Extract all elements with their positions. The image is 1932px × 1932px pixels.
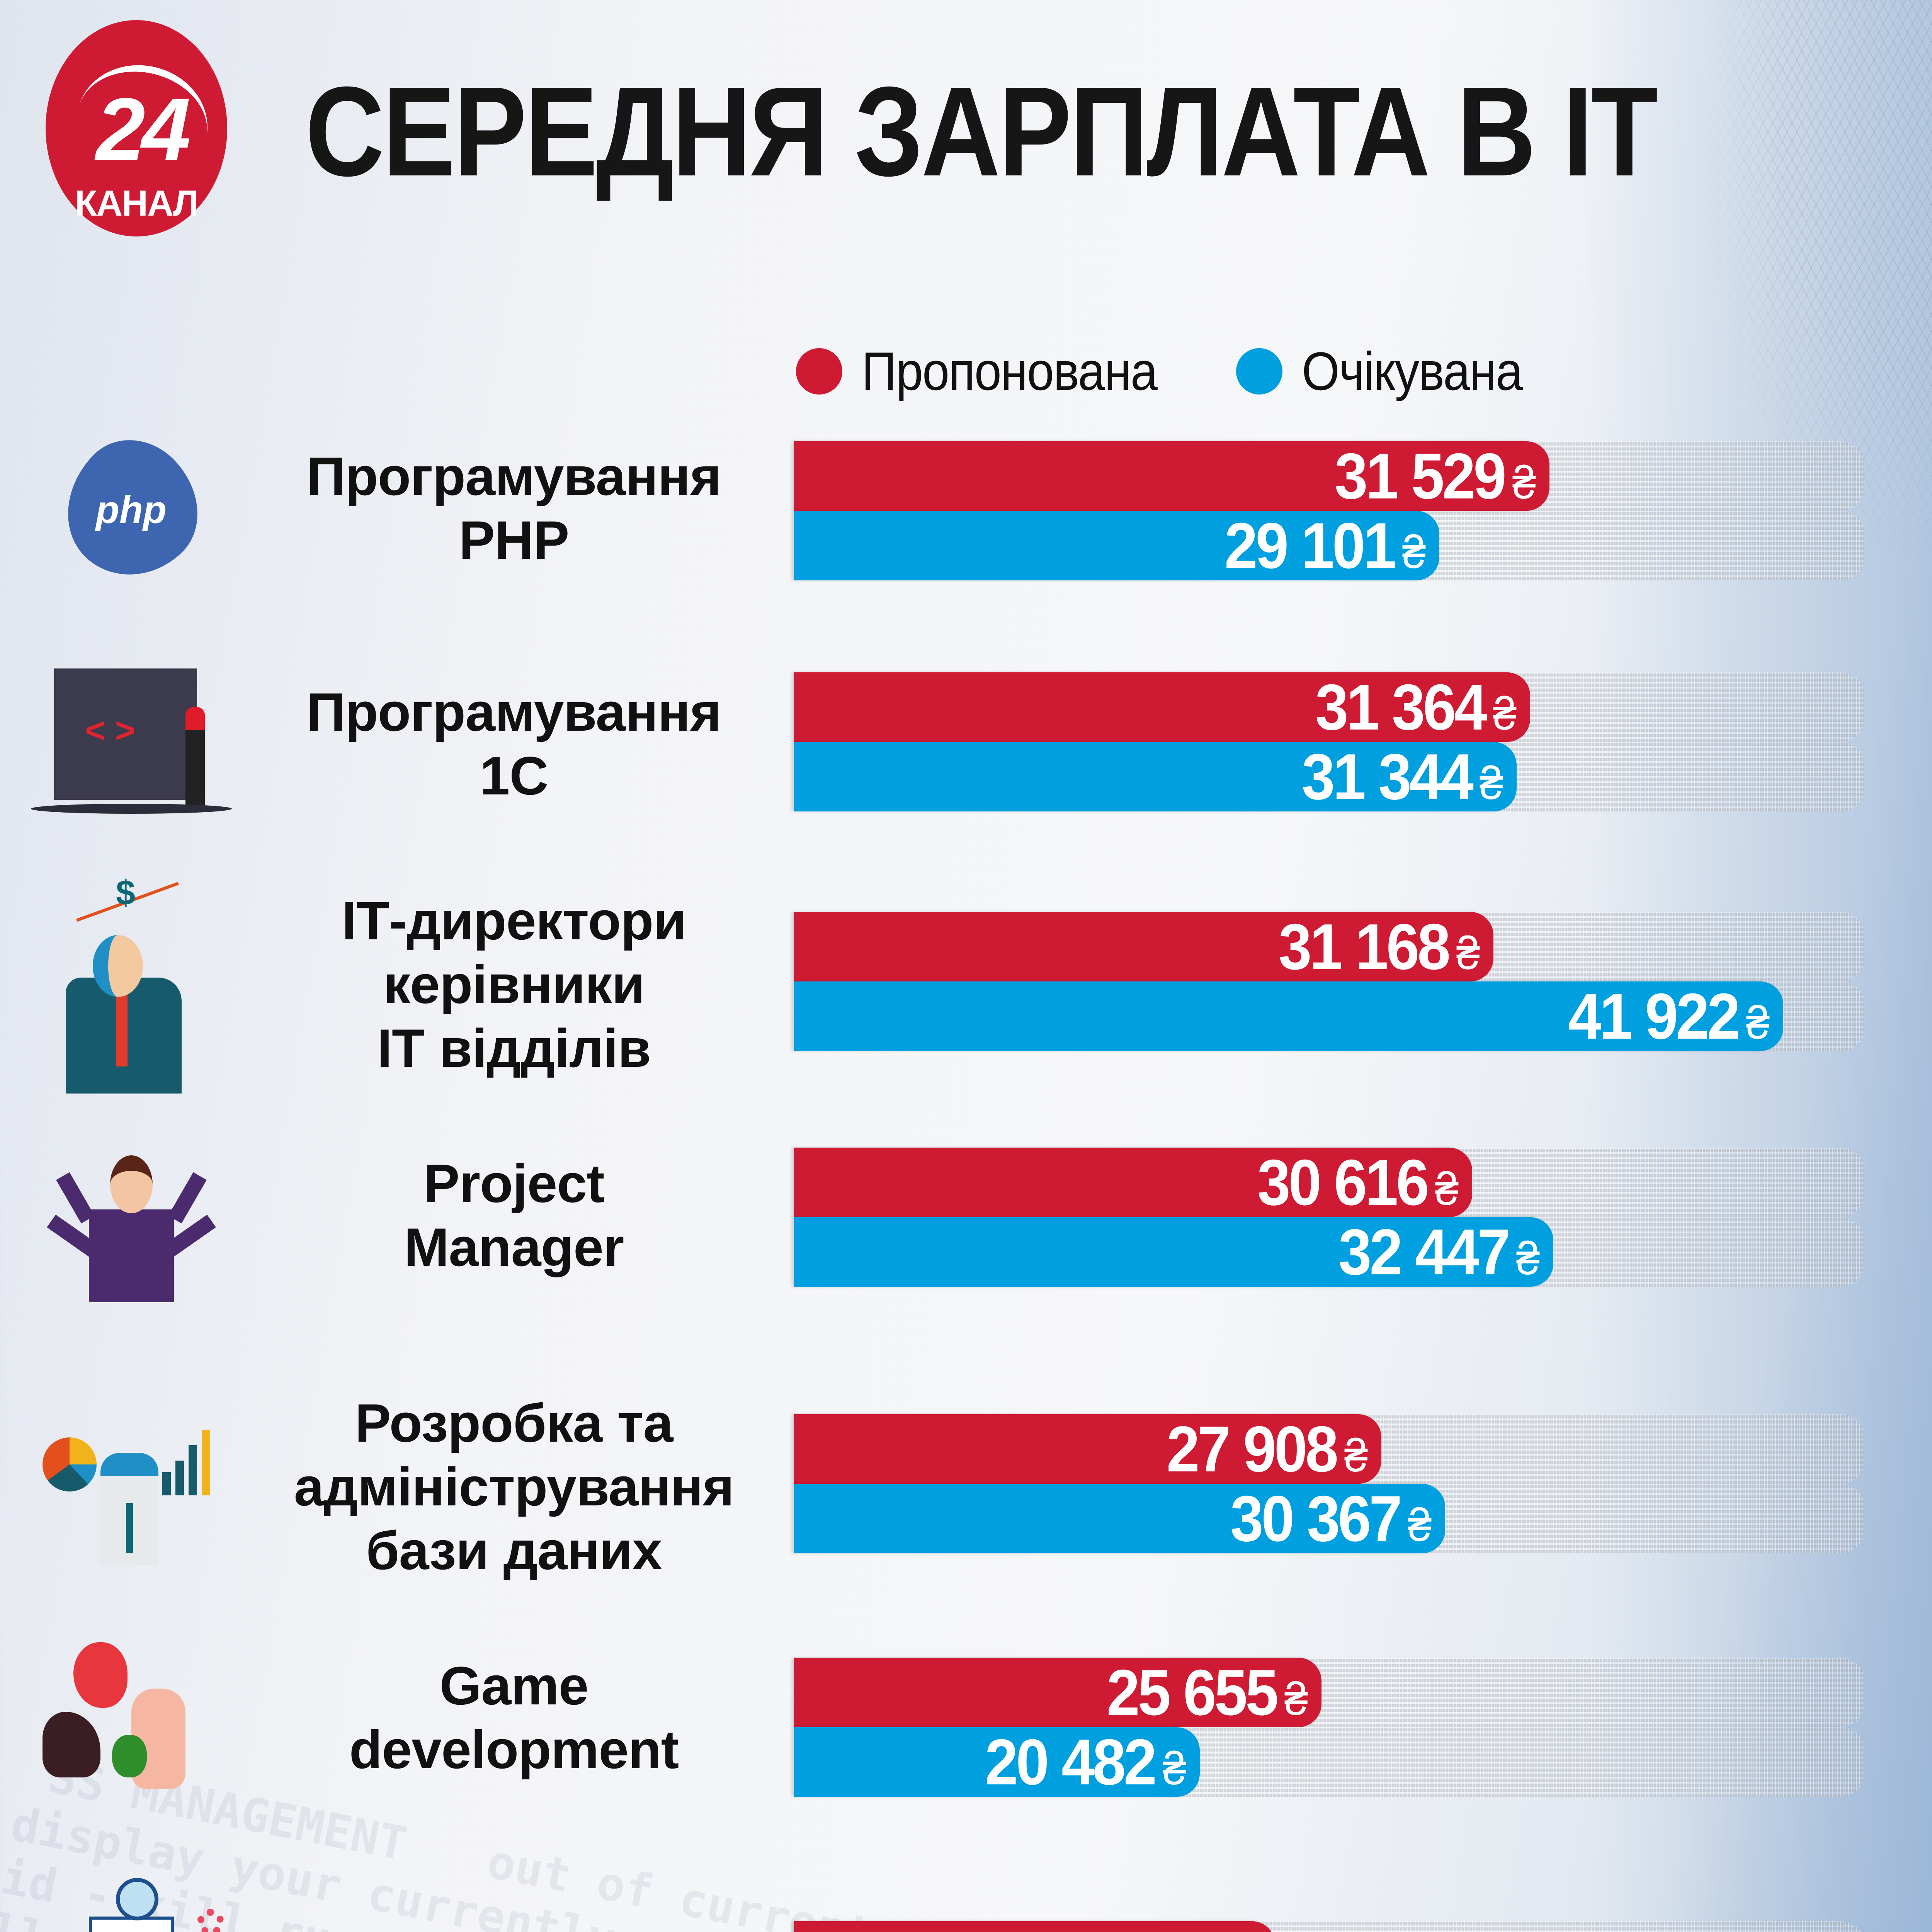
hryvnia-icon: ₴: [1480, 757, 1503, 809]
legend-item-offered: Пропонована: [796, 340, 1190, 403]
executive-growth-icon: $: [23, 874, 240, 1094]
channel-24-logo: 24 КАНАЛ: [46, 20, 227, 236]
hryvnia-icon: ₴: [1284, 1673, 1308, 1725]
bar-offered: 24 811₴: [794, 1920, 1275, 1932]
hryvnia-icon: ₴: [1163, 1742, 1186, 1794]
qa-magnifier-icon: [23, 1878, 240, 1932]
category-label: Програмування 1С: [306, 682, 722, 806]
hryvnia-icon: ₴: [1435, 1163, 1459, 1215]
category-label: Game development: [349, 1655, 679, 1780]
chart-row-1c: Програмування 1С 31 364₴ 31 344₴: [0, 668, 1932, 819]
hryvnia-icon: ₴: [1512, 456, 1536, 509]
logo-text: КАНАЛ: [75, 183, 199, 223]
bar-expected: 30 367 ₴: [794, 1482, 1445, 1555]
game-characters-icon: [23, 1631, 240, 1801]
chart-legend: Пропонована Очікувана: [796, 340, 1593, 403]
data-analyst-icon: [23, 1387, 240, 1573]
bar-offered: 27 908 ₴: [794, 1413, 1381, 1485]
hryvnia-icon: ₴: [1516, 1232, 1540, 1284]
bar-offered: 31 168 ₴: [794, 910, 1493, 983]
bar-offered: 25 655 ₴: [794, 1656, 1321, 1729]
bar-offered: 31 529 ₴: [794, 440, 1549, 512]
category-label: Project Manager: [404, 1153, 624, 1277]
chart-row-php: php Програмування PHP 31 529 ₴ 29 101 ₴: [0, 417, 1932, 603]
logo-number: 24: [96, 80, 191, 179]
legend-item-expected: Очікувана: [1236, 340, 1547, 403]
background-glow: [1585, 0, 1932, 1932]
bar-expected: 29 101 ₴: [794, 509, 1439, 582]
category-label: ІТ-директори керівники ІТ відділів: [342, 890, 686, 1078]
hryvnia-icon: ₴: [1402, 526, 1426, 578]
blue-dot-icon: [1236, 348, 1283, 395]
background-mesh-decoration: [1507, 0, 1932, 657]
bar-offered: 30 616 ₴: [794, 1146, 1472, 1219]
bar-expected: 31 344 ₴: [794, 740, 1517, 813]
chart-row-project-manager: Project Manager 30 616 ₴ 32 447 ₴: [0, 1132, 1932, 1302]
red-dot-icon: [796, 348, 842, 395]
hryvnia-icon: ₴: [1408, 1499, 1432, 1551]
bar-expected: 20 482 ₴: [794, 1726, 1200, 1798]
code-screen-icon: [23, 668, 240, 819]
php-logo-icon: php: [23, 417, 240, 603]
bar-offered: 31 364 ₴: [794, 671, 1530, 743]
bar-expected: 41 922 ₴: [794, 980, 1783, 1053]
bar-expected: 32 447 ₴: [794, 1216, 1553, 1288]
chart-row-database: Розробка та адміністрування бази даних 2…: [0, 1391, 1932, 1584]
category-label: Програмування PHP: [306, 446, 722, 570]
legend-label-expected: Очікувана: [1302, 341, 1523, 401]
page-title: СЕРЕДНЯ ЗАРПЛАТА В ІТ: [305, 60, 1658, 202]
hryvnia-icon: ₴: [1456, 927, 1480, 979]
hryvnia-icon: ₴: [1344, 1429, 1368, 1481]
chart-row-it-directors: $ ІТ-директори керівники ІТ відділів 31 …: [0, 874, 1932, 1094]
chart-row-qa: QA (тестування) 24 811₴ 15 531₴: [0, 1878, 1932, 1932]
legend-label-offered: Пропонована: [862, 341, 1158, 401]
hryvnia-icon: ₴: [1493, 687, 1517, 740]
chart-row-game-development: Game development 25 655 ₴ 20 482 ₴: [0, 1623, 1932, 1808]
multitasking-manager-icon: [23, 1132, 240, 1302]
hryvnia-icon: ₴: [1746, 997, 1770, 1049]
category-label: Розробка та адміністрування бази даних: [294, 1393, 735, 1581]
